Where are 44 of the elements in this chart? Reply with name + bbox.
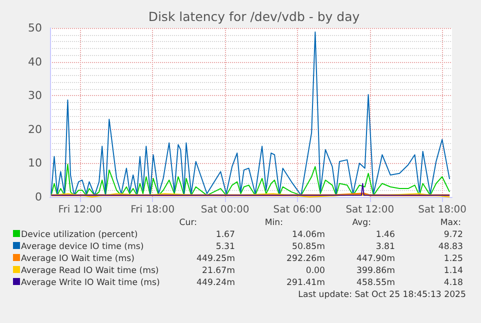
text: 9.72 [444,230,463,240]
y-tick-label: 20 [28,122,42,136]
text: 50.85m [292,242,325,252]
y-tick-label: 10 [28,156,42,170]
x-tick-label: Sat 12:00 [346,204,394,216]
text: 4.18 [444,278,463,288]
text: 48.83 [438,242,463,252]
text: 1.67 [216,230,235,240]
text: 399.86m [356,266,395,276]
text: Avg: [352,218,371,228]
text: 449.24m [196,278,235,288]
text: 447.90m [356,254,395,264]
chart-title: Disk latency for /dev/vdb - by day [148,9,360,24]
text: 1.25 [444,254,463,264]
text: 21.67m [202,266,235,276]
line-series [50,32,450,196]
text: 1.14 [444,266,463,276]
text: Last update: Sat Oct 25 18:45:13 2025 [298,290,466,300]
text: Min: [264,218,283,228]
text: 5.31 [216,242,235,252]
legend-label: Average Read IO Wait time (ms) [20,266,159,276]
text: 14.06m [292,230,325,240]
legend-label: Device utilization (percent) [20,230,138,240]
text: 292.26m [286,254,325,264]
text: 0.00 [306,266,325,276]
x-tick-label: Fri 18:00 [130,204,175,216]
x-tick-label: Sat 06:00 [273,204,322,216]
x-tick-label: Fri 12:00 [58,204,102,216]
y-tick-label: 30 [28,89,42,102]
text: 458.55m [356,278,395,288]
text: 449.25m [196,254,235,264]
text: 1.46 [376,230,395,240]
legend-label: Average device IO time (ms) [20,242,144,252]
text: 291.41m [286,278,325,288]
x-tick-label: Sat 18:00 [418,204,467,216]
y-tick-label: 0 [35,190,42,204]
text: Cur: [179,218,197,228]
legend-label: Average Write IO Wait time (ms) [20,278,160,288]
text: 3.81 [376,242,395,252]
y-tick-label: 50 [28,22,42,34]
x-tick-label: Sat 00:00 [200,204,250,216]
y-tick-label: 40 [28,55,42,68]
legend-label: Average IO Wait time (ms) [20,254,134,264]
text: Max: [440,218,461,228]
